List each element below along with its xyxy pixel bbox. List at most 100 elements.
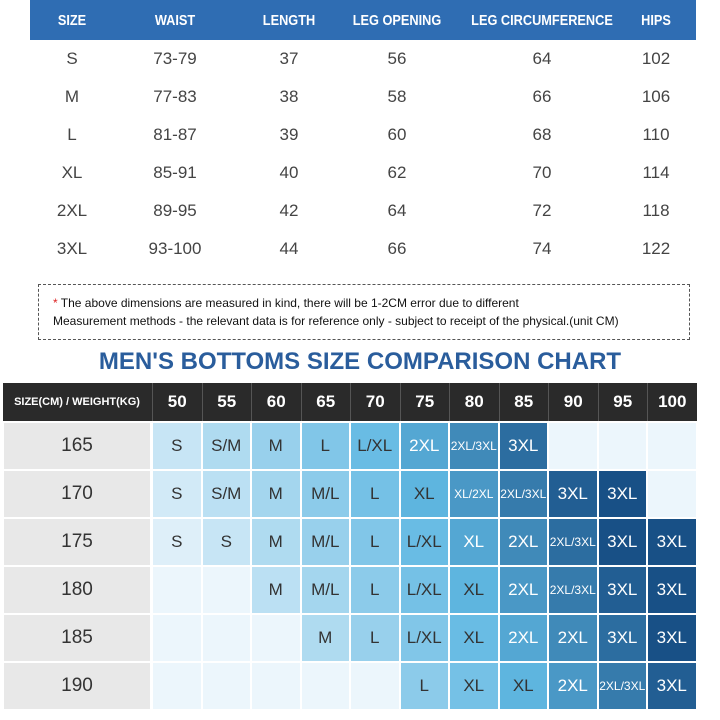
table-cell: 3XL	[647, 662, 697, 710]
column-header: 65	[300, 383, 351, 421]
table-cell	[251, 614, 301, 662]
row-header: 180	[3, 566, 151, 614]
table-cell: 2XL/3XL	[548, 518, 598, 566]
corner-header: SIZE(CM) / WEIGHT(KG)	[14, 396, 140, 408]
table-cell: L	[350, 518, 400, 566]
note-box: * The above dimensions are measured in k…	[38, 284, 690, 340]
table-cell: M	[300, 614, 350, 662]
table-cell: 3XL	[597, 470, 647, 518]
table-cell: S	[152, 470, 202, 518]
table-cell: 2XL	[498, 566, 548, 614]
table-cell: 66	[387, 239, 407, 258]
table-cell: 44	[279, 239, 299, 258]
table-cell: M/L	[300, 566, 350, 614]
table-cell: 66	[532, 87, 552, 106]
table-cell	[152, 566, 202, 614]
table-cell: 3XL	[56, 239, 88, 258]
column-header: LEG OPENING	[352, 11, 442, 29]
table-cell: 2XL/3XL	[449, 422, 499, 470]
table-cell: M	[251, 566, 301, 614]
table-cell: 56	[387, 49, 407, 68]
table-cell: M/L	[300, 470, 350, 518]
table-cell: 114	[642, 163, 670, 182]
column-header: 85	[498, 383, 549, 421]
table-cell: 3XL	[597, 566, 647, 614]
table-cell: 2XL/3XL	[498, 470, 548, 518]
table-cell: 110	[642, 125, 670, 144]
column-header: 60	[251, 383, 301, 421]
table-cell: 3XL	[647, 566, 697, 614]
column-header: 55	[201, 383, 252, 421]
table-cell: 70	[532, 163, 552, 182]
table-cell: 39	[279, 125, 299, 144]
row-header: 185	[3, 614, 151, 662]
table-cell	[201, 662, 251, 710]
table-cell: L	[350, 470, 400, 518]
table-cell: 2XL/3XL	[548, 566, 598, 614]
table-cell: XL	[498, 662, 548, 710]
table-cell: XL	[449, 662, 499, 710]
table-cell: XL	[399, 470, 449, 518]
table-cell: L	[350, 614, 400, 662]
table-cell: S	[66, 49, 78, 68]
note-text: Measurement methods - the relevant data …	[53, 314, 619, 328]
table-cell	[647, 422, 697, 470]
table-cell: 3XL	[647, 518, 697, 566]
table-cell: 3XL	[548, 470, 598, 518]
table-cell: 2XL	[548, 662, 598, 710]
column-header: 95	[597, 383, 648, 421]
table-cell	[201, 566, 251, 614]
header-bar	[30, 0, 696, 40]
table-cell: XL	[449, 566, 499, 614]
table-cell: 37	[279, 49, 299, 68]
row-header: 175	[3, 518, 151, 566]
column-header: HIPS	[641, 11, 671, 29]
table-cell: 85-91	[153, 163, 197, 182]
table-cell: 3XL	[597, 518, 647, 566]
table-cell: 118	[642, 201, 670, 220]
table-cell: M	[251, 470, 301, 518]
table-cell: 77-83	[153, 87, 197, 106]
table-cell	[300, 662, 350, 710]
table-cell: L/XL	[350, 422, 400, 470]
table-cell: XL	[449, 614, 499, 662]
table-cell: L/XL	[399, 518, 449, 566]
table-cell: 38	[279, 87, 299, 106]
table-cell: XL/2XL	[449, 470, 499, 518]
column-header: SIZE	[57, 11, 87, 29]
table-cell: 64	[387, 201, 407, 220]
table-cell: XL	[449, 518, 499, 566]
table-cell	[152, 614, 202, 662]
table-cell: 40	[279, 163, 299, 182]
table-cell: L	[300, 422, 350, 470]
table-cell: 62	[387, 163, 407, 182]
column-header: LENGTH	[262, 11, 316, 29]
table-cell: 122	[641, 239, 671, 258]
table-cell: 74	[532, 239, 552, 258]
table-cell: S	[201, 518, 251, 566]
table-cell: M/L	[300, 518, 350, 566]
note-text: The above dimensions are measured in kin…	[60, 296, 519, 310]
row-header: 190	[3, 662, 151, 710]
column-header: 50	[152, 383, 202, 421]
table-cell: 106	[641, 87, 671, 106]
row-header: 165	[3, 422, 151, 470]
table-cell: L	[399, 662, 449, 710]
table-cell: L/XL	[399, 566, 449, 614]
column-header: 100	[647, 383, 697, 421]
table-cell	[597, 422, 647, 470]
table-cell: L/XL	[399, 614, 449, 662]
table-cell: 42	[279, 201, 299, 220]
table-cell: 2XL	[548, 614, 598, 662]
table-cell: 3XL	[498, 422, 548, 470]
table-cell: 58	[387, 87, 407, 106]
table-cell: 3XL	[647, 614, 697, 662]
row-header: 170	[3, 470, 151, 518]
table-cell	[251, 662, 301, 710]
table-cell: 73-79	[153, 49, 197, 68]
column-header: WAIST	[154, 11, 196, 29]
table-cell	[647, 470, 697, 518]
table-cell: 68	[532, 125, 552, 144]
table-cell: L	[350, 566, 400, 614]
note-marker: *	[53, 296, 58, 310]
